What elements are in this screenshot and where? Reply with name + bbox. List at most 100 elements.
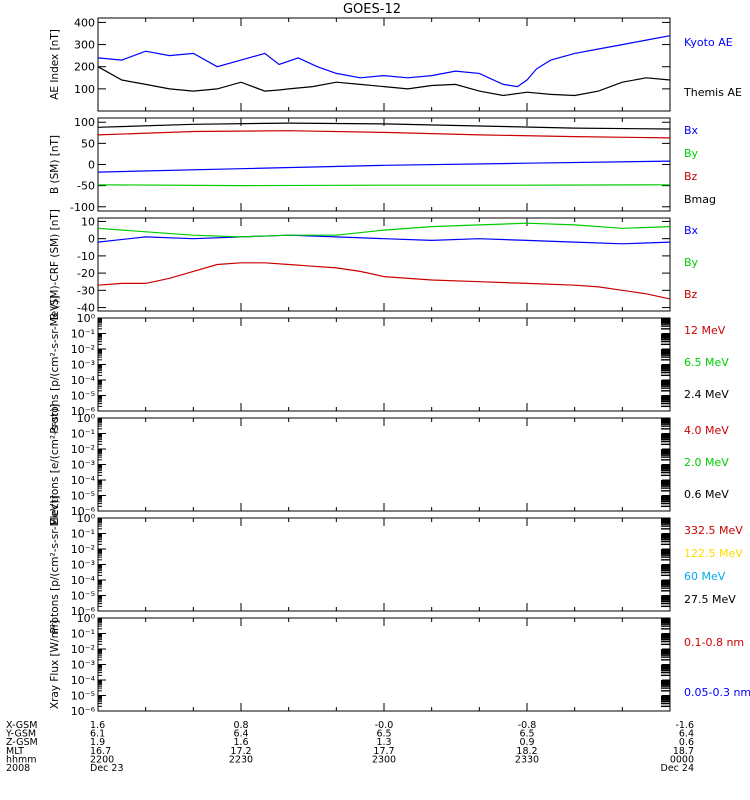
y-tick-label: 10⁻³ [71,459,95,472]
legend-entry: 122.5 MeV [684,547,743,560]
x-table-value: 2200 [90,754,114,765]
y-tick-label: 10⁻¹ [71,428,95,441]
y-tick-label: 100 [74,116,95,129]
y-tick-label: 10⁻⁵ [71,490,95,503]
x-table-value: 2300 [372,754,396,765]
legend-entry: By [684,147,699,160]
panel-2: -100 -50 0 50 100 B (SM) [nT] Bx By Bz Bmag [49,116,716,214]
legend-entry: 2.0 MeV [684,456,729,469]
x-table-value: 1.6 [90,720,105,731]
panel-frame [97,617,671,712]
series-line-by [97,222,671,238]
x-table-value: 6.1 [90,729,105,740]
series-line-themis-ae [97,66,671,97]
x-table-value: -1.6 [675,720,694,731]
y-tick-label: 10⁻⁴ [71,474,96,487]
panel-5: 10⁰ 10⁻¹ 10⁻² 10⁻³ 10⁻⁴ 10⁻⁵ 10⁻⁶ Electrons [e/… [49,404,729,525]
y-tick-label: -30 [77,284,95,297]
series-line-bx [97,234,671,245]
y-tick-label: 10⁻¹ [71,328,95,341]
legend-entry: 2.4 MeV [684,388,729,401]
y-tick-label: 200 [74,61,95,74]
y-tick-label: 400 [74,16,95,29]
y-tick-label: -10 [77,250,95,263]
legend-entry: 27.5 MeV [684,593,736,606]
x-table-value: 17.7 [373,746,394,757]
legend-entry: Themis AE [683,86,742,99]
x-table-row-label: 2008 [6,763,30,774]
y-tick-label: 10⁻⁵ [71,690,95,703]
y-tick-label: -40 [77,302,95,315]
y-tick-label: 10⁻³ [71,659,95,672]
x-table-value: 0.8 [233,720,248,731]
y-tick-label: 10⁻² [71,643,95,656]
y-axis-label: AE Index [nT] [49,29,61,100]
panel-frame [97,417,671,512]
y-tick-label: 10⁻⁶ [71,605,96,618]
y-tick-label: 10⁰ [77,312,96,325]
plot-title: GOES-12 [343,2,401,17]
y-axis-label: B (SM) [nT] [49,135,61,194]
legend-entry: Kyoto AE [684,36,733,49]
y-tick-label: 10⁻⁴ [71,674,96,687]
series-line-bz [97,130,671,139]
x-table-value: 0.6 [679,737,694,748]
x-table-value: 6.5 [519,729,534,740]
y-tick-label: 300 [74,39,95,52]
y-axis-label: Protons [p/(cm²-s-sr-MeV)] [49,295,61,433]
y-tick-label: 10⁻⁵ [71,590,95,603]
y-tick-label: 10⁻⁵ [71,390,95,403]
x-table-value: 16.7 [90,746,111,757]
x-table-value: 0.9 [519,737,534,748]
panel-frame [97,217,671,312]
series-line-kyoto-ae [97,35,671,88]
legend-entry: 12 MeV [684,324,726,337]
y-tick-label: 10⁻⁶ [71,705,96,718]
x-table-value: 2230 [229,754,253,765]
x-table-value: -0.8 [518,720,537,731]
legend-entry: Bz [684,288,698,301]
y-tick-label: 10⁰ [77,412,96,425]
y-tick-label: 10⁻⁶ [71,505,96,518]
legend-entry: 0.6 MeV [684,488,729,501]
legend-entry: 4.0 MeV [684,424,729,437]
x-table-value: 6.4 [679,729,694,740]
series-line-bx [97,160,671,173]
y-tick-label: 10⁻¹ [71,528,95,541]
y-axis-label: Electrons [e/(cm²-s-sr)] [49,404,61,525]
panel-frame [97,317,671,412]
panel-frame [97,517,671,612]
y-tick-label: 0 [88,233,95,246]
panel-frame [97,17,671,112]
panel-6: 10⁰ 10⁻¹ 10⁻² 10⁻³ 10⁻⁴ 10⁻⁵ 10⁻⁶ Protons [p/(c… [49,495,743,633]
legend-entry: Bx [684,224,699,237]
legend-entry: 60 MeV [684,570,726,583]
y-tick-label: 100 [74,83,95,96]
series-line-by [97,184,671,187]
y-tick-label: -50 [77,180,95,193]
y-tick-label: -20 [77,267,95,280]
x-table-row-label: X-GSM [6,720,37,731]
x-table-value: 1.9 [90,737,105,748]
x-table-value: 18.7 [673,746,694,757]
x-table-value: Dec 23 [90,763,124,774]
y-tick-label: 10⁻² [71,543,95,556]
x-table-value: 18.2 [516,746,537,757]
legend-entry: Bmag [684,193,716,206]
y-tick-label: 10⁻⁴ [71,574,96,587]
y-tick-label: 10⁻³ [71,359,95,372]
legend-entry: Bz [684,170,698,183]
y-tick-label: 10 [81,215,95,228]
y-axis-label: Xray Flux [W/m²] [49,620,61,709]
panel-4: 10⁰ 10⁻¹ 10⁻² 10⁻³ 10⁻⁴ 10⁻⁵ 10⁻⁶ Protons [p/(c… [49,295,729,433]
x-table-value: 17.2 [230,746,251,757]
x-axis-table: X-GSMY-GSMZ-GSMMLThhmm20081.66.11.916.72… [5,720,694,774]
series-line-bz [97,262,671,300]
y-tick-label: 10⁰ [77,612,96,625]
legend-entry: 332.5 MeV [684,524,743,537]
y-tick-label: 10⁻⁶ [71,405,96,418]
y-tick-label: -100 [70,201,95,214]
x-table-value: 1.6 [233,737,248,748]
